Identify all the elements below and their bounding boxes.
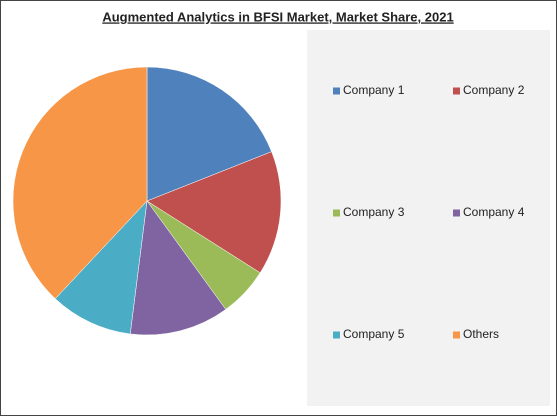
- legend-swatch: [333, 87, 340, 95]
- pie-slice: [54, 200, 148, 335]
- pie-slice: [12, 66, 148, 300]
- legend-swatch: [453, 331, 460, 339]
- legend-label: Others: [463, 327, 499, 341]
- legend-label: Company 2: [463, 83, 525, 97]
- legend-label: Company 1: [343, 83, 405, 97]
- legend-swatch: [453, 87, 460, 95]
- pie-slice: [129, 200, 227, 336]
- pie-slice: [146, 151, 282, 274]
- legend-swatch: [333, 331, 340, 339]
- chart-title: Augmented Analytics in BFSI Market, Mark…: [102, 9, 453, 24]
- legend-label: Company 4: [463, 205, 525, 219]
- legend-swatch: [453, 209, 460, 217]
- pie-slice: [146, 66, 272, 202]
- legend-panel: [307, 30, 550, 406]
- legend-label: Company 3: [343, 205, 405, 219]
- legend-swatch: [333, 209, 340, 217]
- legend-label: Company 5: [343, 327, 405, 341]
